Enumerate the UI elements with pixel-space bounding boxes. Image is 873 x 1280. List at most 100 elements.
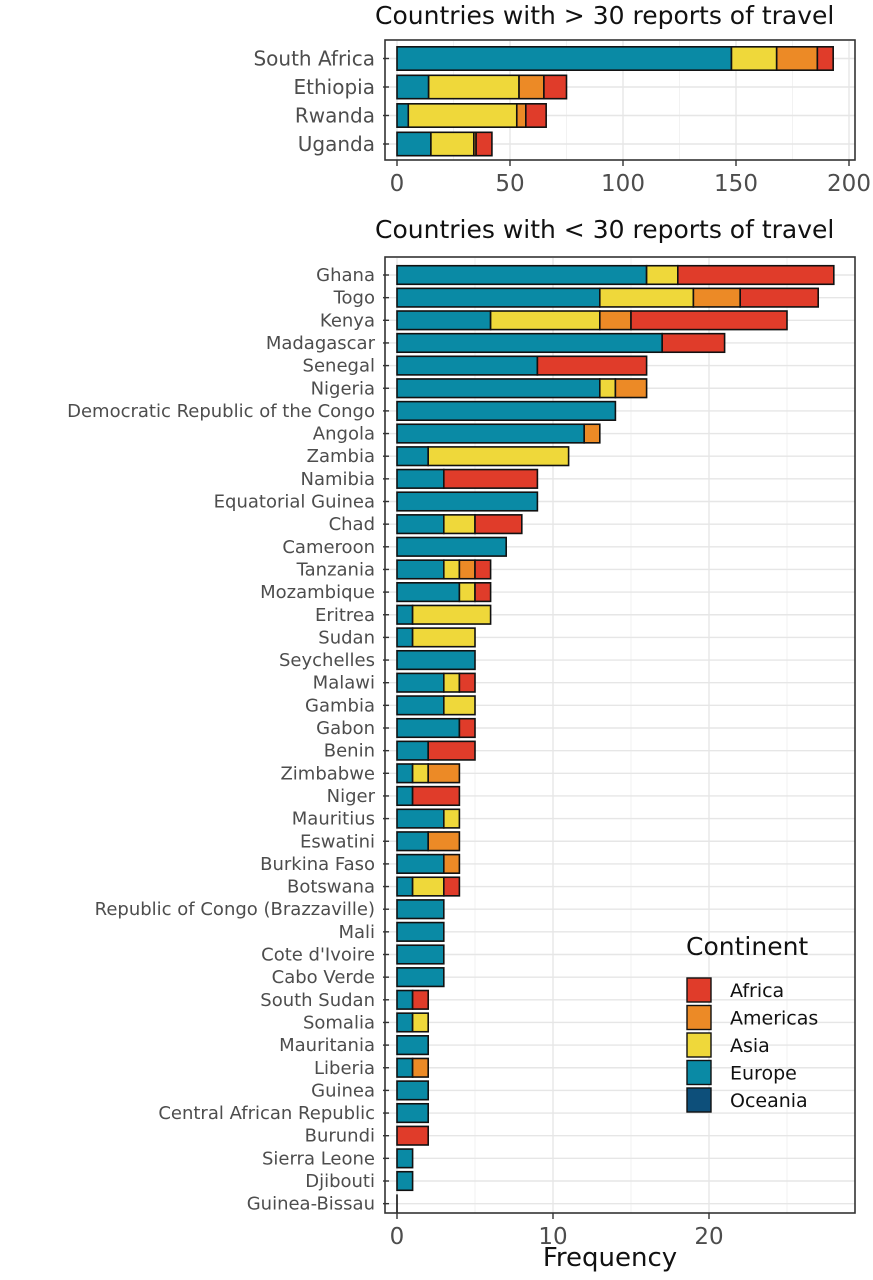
bar-eswatini-europe (396, 831, 430, 852)
category-label-namibia: Namibia (301, 469, 376, 490)
category-label-somalia: Somalia (303, 1012, 375, 1033)
x-tick-label: 200 (827, 171, 871, 197)
bar-zambia-asia (427, 446, 570, 467)
bar-botswana-africa (442, 876, 461, 897)
bar-central-african-republic-europe (396, 1102, 430, 1124)
category-label-mauritius: Mauritius (292, 809, 375, 830)
legend-key-europe (686, 1059, 712, 1086)
bar-zimbabwe-asia (411, 763, 430, 784)
bar-south-africa-europe (396, 46, 733, 71)
bar-eswatini-americas (427, 831, 461, 852)
category-label-ethiopia: Ethiopia (294, 75, 375, 99)
bar-ethiopia-africa (543, 74, 568, 100)
top-x-ticks: 0 50 100 150 200 (383, 57, 871, 197)
category-label-sudan: Sudan (318, 627, 375, 648)
category-label-republic-of-congo-brazzaville: Republic of Congo (Brazzaville) (95, 899, 375, 920)
bar-rwanda-asia (407, 103, 518, 128)
category-label-sierra-leone: Sierra Leone (262, 1148, 375, 1169)
legend-items: Africa Americas Asia Europe Oceania (686, 977, 818, 1113)
bar-madagascar-europe (396, 332, 664, 354)
x-tick-label: 0 (390, 1224, 405, 1250)
bar-sierra-leone-europe (396, 1148, 414, 1169)
category-label-uganda: Uganda (298, 132, 375, 156)
legend: Continent Africa Americas Asia Europe Oceani… (686, 932, 818, 1113)
bar-south-africa-africa (816, 46, 834, 71)
bar-chad-europe (396, 514, 445, 535)
bar-zimbabwe-americas (427, 763, 461, 784)
bar-guinea-europe (396, 1080, 430, 1101)
category-label-democratic-republic-of-the-congo: Democratic Republic of the Congo (67, 401, 375, 422)
bar-equatorial-guinea-europe (396, 491, 539, 512)
x-tick-label: 150 (714, 171, 758, 197)
bar-togo-europe (396, 287, 601, 308)
bar-chad-africa (474, 514, 523, 535)
category-label-south-africa: South Africa (253, 47, 375, 71)
bar-rwanda-africa (525, 103, 547, 128)
bar-senegal-africa (536, 355, 648, 376)
bar-cabo-verde-europe (396, 967, 445, 988)
bar-nigeria-asia (598, 378, 617, 399)
category-label-liberia: Liberia (314, 1058, 375, 1079)
bar-benin-africa (427, 740, 476, 761)
bar-nigeria-americas (614, 378, 648, 399)
bar-gabon-africa (458, 717, 476, 739)
bar-botswana-asia (411, 876, 445, 897)
bar-kenya-asia (489, 310, 601, 331)
bar-south-africa-asia (730, 46, 778, 71)
category-label-guinea-bissau: Guinea-Bissau (247, 1194, 375, 1215)
category-label-gambia: Gambia (305, 695, 375, 716)
category-label-benin: Benin (324, 741, 375, 762)
bottom-panel: Countries with < 30 reports of travel Gh… (67, 215, 856, 1273)
bar-democratic-republic-of-the-congo-europe (396, 400, 617, 421)
bar-mauritania-europe (396, 1035, 430, 1056)
legend-key-africa (686, 977, 712, 1003)
bar-senegal-europe (396, 355, 539, 376)
category-label-mali: Mali (338, 922, 375, 943)
category-label-cabo-verde: Cabo Verde (272, 967, 375, 988)
category-label-cameroon: Cameroon (282, 537, 375, 558)
bar-somalia-asia (411, 1012, 430, 1033)
bar-togo-asia (598, 287, 695, 308)
category-label-niger: Niger (327, 786, 376, 807)
bar-kenya-europe (396, 310, 492, 331)
bar-uganda-africa (475, 131, 493, 157)
bar-burkina-faso-europe (396, 853, 445, 874)
bottom-x-ticks: 0 10 20 (383, 274, 724, 1250)
bar-mozambique-europe (396, 582, 461, 603)
category-label-kenya: Kenya (320, 310, 375, 331)
legend-title: Continent (686, 932, 808, 961)
category-label-djibouti: Djibouti (305, 1171, 375, 1192)
bar-liberia-europe (396, 1057, 414, 1078)
top-panel-title: Countries with > 30 reports of travel (375, 1, 834, 30)
category-label-tanzania: Tanzania (296, 559, 375, 580)
bar-djibouti-europe (396, 1170, 414, 1192)
bar-malawi-africa (458, 672, 476, 693)
top-category-labels: South Africa Ethiopia Rwanda Uganda (253, 47, 375, 157)
x-tick-label: 50 (495, 171, 524, 197)
bar-liberia-americas (411, 1057, 430, 1078)
category-label-zimbabwe: Zimbabwe (280, 763, 375, 784)
bar-mauritius-asia (442, 808, 461, 829)
category-label-burkina-faso: Burkina Faso (260, 854, 375, 875)
bar-ghana-africa (676, 264, 835, 286)
x-tick-label: 100 (601, 171, 645, 197)
bar-angola-europe (396, 423, 585, 444)
x-tick-label: 10 (538, 1224, 567, 1250)
legend-key-oceania (686, 1087, 712, 1113)
category-label-eswatini: Eswatini (300, 831, 375, 852)
bar-malawi-asia (442, 672, 461, 693)
category-label-togo: Togo (333, 288, 375, 309)
bar-kenya-africa (630, 310, 788, 331)
x-axis-label: Frequency (543, 1243, 677, 1273)
category-label-madagascar: Madagascar (266, 333, 376, 354)
bottom-panel-frame (384, 256, 856, 1214)
top-panel: Countries with > 30 reports of travel So… (253, 1, 870, 197)
bottom-category-labels: GhanaTogoKenyaMadagascarSenegalNigeriaDe… (67, 265, 375, 1215)
bar-south-sudan-europe (396, 989, 414, 1010)
bar-tanzania-africa (474, 559, 492, 580)
bottom-bars (396, 264, 835, 1213)
bar-tanzania-americas (458, 559, 476, 580)
bar-ghana-asia (645, 264, 679, 286)
category-label-south-sudan: South Sudan (260, 990, 375, 1011)
bar-sudan-asia (411, 627, 476, 648)
